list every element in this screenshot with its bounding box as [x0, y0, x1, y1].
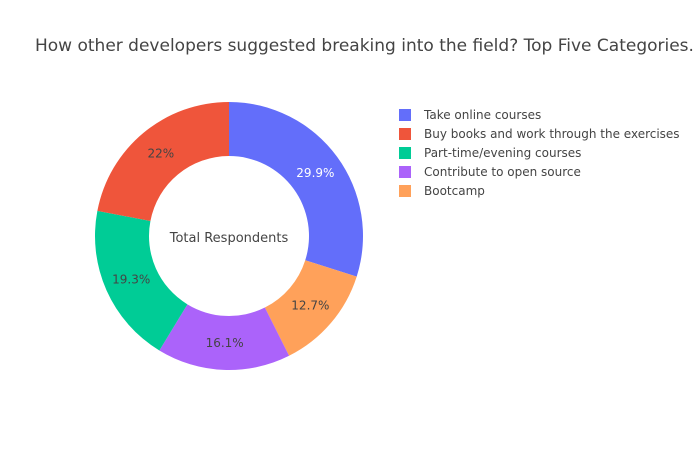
legend: Take online courses Buy books and work th…	[399, 108, 680, 198]
slice-label-part-time-evening-courses: 19.3%	[112, 272, 150, 286]
center-label: Total Respondents	[169, 231, 289, 246]
legend-item-part-time-evening-courses[interactable]: Part-time/evening courses	[399, 146, 581, 160]
slice-label-buy-books-and-work-through-the-exercises: 22%	[147, 147, 174, 161]
slice-contribute-to-open-source[interactable]	[159, 304, 290, 370]
legend-swatch	[399, 166, 411, 178]
donut-slices	[94, 102, 363, 370]
slice-part-time-evening-courses[interactable]	[94, 210, 188, 351]
legend-label: Bootcamp	[424, 184, 485, 198]
legend-label: Buy books and work through the exercises	[424, 127, 680, 141]
legend-swatch	[399, 185, 411, 197]
legend-swatch	[399, 128, 411, 140]
legend-swatch	[399, 147, 411, 159]
slice-buy-books-and-work-through-the-exercises[interactable]	[97, 102, 229, 222]
chart-title: How other developers suggested breaking …	[35, 36, 694, 56]
slice-label-take-online-courses: 29.9%	[296, 166, 334, 180]
slice-take-online-courses[interactable]	[229, 102, 363, 277]
legend-item-take-online-courses[interactable]: Take online courses	[399, 108, 541, 122]
legend-label: Contribute to open source	[424, 165, 581, 179]
legend-item-buy-books-and-work-through-the-exercises[interactable]: Buy books and work through the exercises	[399, 127, 680, 141]
legend-swatch	[399, 109, 411, 121]
legend-label: Part-time/evening courses	[424, 146, 581, 160]
legend-item-contribute-to-open-source[interactable]: Contribute to open source	[399, 165, 581, 179]
slice-label-contribute-to-open-source: 16.1%	[206, 336, 244, 350]
slice-labels: 29.9% 12.7% 16.1% 19.3% 22%	[112, 147, 334, 350]
legend-item-bootcamp[interactable]: Bootcamp	[399, 184, 485, 198]
slice-label-bootcamp: 12.7%	[291, 298, 329, 312]
legend-label: Take online courses	[423, 108, 541, 122]
slice-bootcamp[interactable]	[264, 260, 357, 356]
